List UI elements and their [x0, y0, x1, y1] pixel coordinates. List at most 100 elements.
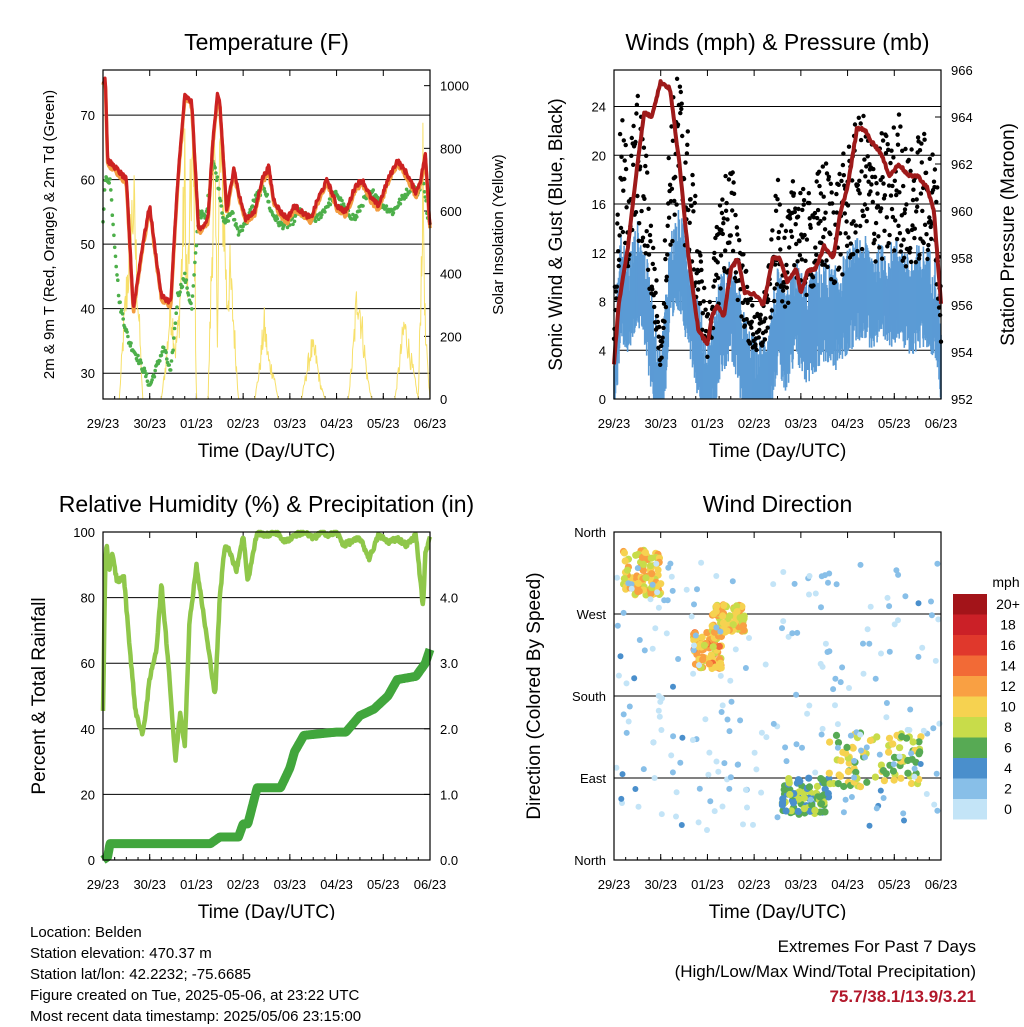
legend-swatch	[953, 778, 987, 799]
direction-point	[886, 603, 893, 610]
gust-point	[730, 248, 736, 254]
y-axis-label: Direction (Colored By Speed)	[524, 572, 545, 819]
gust-point	[914, 209, 919, 214]
gust-point	[776, 229, 782, 235]
gust-point	[812, 210, 818, 216]
direction-point	[617, 653, 624, 660]
gust-point	[623, 166, 629, 172]
y-axis-label: Sonic Wind & Gust (Blue, Black)	[546, 98, 567, 370]
direction-point	[840, 782, 848, 791]
direction-point	[780, 618, 787, 625]
gust-point	[868, 189, 873, 194]
x-tick-label: 05/23	[878, 416, 911, 431]
gust-point	[875, 203, 881, 209]
direction-point	[931, 801, 938, 808]
dewpoint-point	[214, 171, 218, 175]
station-latlon: Station lat/lon: 42.2232; -75.6685	[30, 966, 252, 983]
direction-point	[641, 548, 650, 557]
gust-point	[903, 264, 909, 269]
direction-point	[866, 640, 873, 647]
gust-point	[616, 257, 622, 262]
dewpoint-point	[168, 368, 173, 372]
gust-point	[749, 325, 754, 330]
gust-point	[795, 259, 800, 264]
direction-point	[806, 573, 813, 579]
gust-point	[766, 297, 771, 302]
direction-point	[896, 753, 903, 760]
legend-swatch	[953, 696, 987, 717]
direction-point	[621, 557, 629, 565]
gust-point	[693, 193, 698, 199]
direction-point	[650, 739, 657, 746]
gust-point	[900, 148, 905, 153]
gust-point	[721, 216, 726, 221]
gust-point	[908, 259, 914, 265]
dewpoint-point	[236, 233, 241, 237]
gust-point	[715, 260, 720, 265]
direction-point	[780, 569, 787, 575]
direction-point	[793, 691, 800, 698]
direction-point	[659, 695, 666, 702]
direction-point	[634, 579, 642, 587]
gust-point	[888, 160, 893, 166]
gust-point	[661, 325, 666, 331]
gust-point	[801, 186, 806, 192]
dewpoint-point	[262, 186, 267, 191]
direction-point	[935, 616, 942, 623]
y-right-tick-label: 1000	[440, 79, 469, 94]
x-axis-label: Time (Day/UTC)	[709, 441, 847, 462]
gust-point	[841, 151, 846, 156]
y-tick-label: 40	[81, 722, 95, 737]
direction-point	[713, 573, 720, 579]
gust-point	[830, 201, 835, 206]
gust-point	[659, 355, 664, 360]
gust-point	[768, 315, 773, 320]
direction-point	[690, 670, 697, 677]
y-right-tick-label: 800	[440, 141, 462, 156]
y-right-tick-label: 2.0	[440, 722, 458, 737]
direction-point	[770, 581, 777, 588]
direction-point	[654, 589, 661, 596]
gust-point	[922, 222, 928, 227]
direction-point	[898, 733, 906, 741]
gust-point	[789, 234, 795, 239]
legend-label: 20+	[996, 596, 1020, 612]
dewpoint-point	[219, 204, 224, 208]
y-right-tick-label: 966	[951, 63, 973, 78]
direction-point	[846, 685, 852, 691]
direction-point	[647, 596, 654, 603]
direction-point	[678, 822, 685, 828]
gust-point	[750, 303, 755, 308]
gust-point	[871, 166, 876, 172]
gust-point	[800, 207, 805, 213]
gust-point	[726, 177, 732, 182]
gust-point	[896, 223, 901, 228]
dewpoint-point	[320, 213, 324, 217]
gust-point	[662, 238, 668, 243]
gust-point	[862, 202, 868, 207]
gust-point	[836, 182, 841, 187]
gust-point	[850, 178, 855, 183]
direction-point	[758, 789, 765, 796]
direction-point	[834, 744, 841, 751]
direction-point	[863, 744, 870, 751]
direction-point	[800, 805, 809, 813]
gust-point	[838, 252, 843, 257]
gust-point	[763, 329, 768, 334]
legend-label: 0	[1004, 801, 1012, 817]
dewpoint-point	[292, 219, 297, 224]
station-info: Location: Belden Station elevation: 470.…	[30, 922, 361, 1027]
direction-point	[890, 761, 897, 768]
legend-label: 6	[1004, 740, 1012, 756]
direction-point	[727, 677, 734, 684]
direction-point	[847, 732, 854, 739]
extremes-subtitle: (High/Low/Max Wind/Total Precipitation)	[674, 962, 976, 981]
gust-point	[923, 170, 929, 175]
gust-point	[823, 161, 829, 166]
direction-point	[813, 782, 822, 791]
direction-point	[635, 587, 643, 595]
direction-point	[839, 664, 846, 671]
solar-insolation-line	[103, 115, 431, 400]
x-tick-label: 29/23	[598, 416, 631, 431]
gust-point	[842, 211, 847, 216]
